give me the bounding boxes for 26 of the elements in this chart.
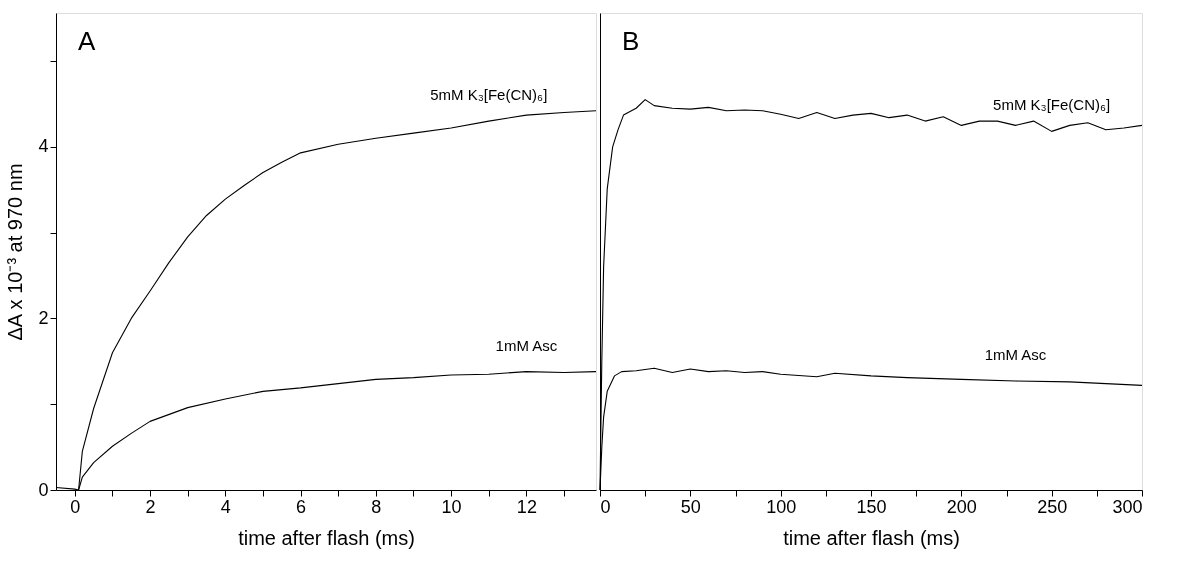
y-tick-label: 2 <box>38 307 49 328</box>
x-tick-label: 4 <box>220 496 231 517</box>
text: B <box>622 26 640 56</box>
y-axis-title: ΔA x 10⁻³ at 970 nm <box>4 163 27 341</box>
x-axis-title: time after flash (ms) <box>238 526 415 549</box>
x-axis-title: time after flash (ms) <box>783 526 960 549</box>
y-tick-label: 4 <box>38 136 49 157</box>
x-tick-label: 150 <box>856 496 887 517</box>
x-tick-label: 300 <box>1112 496 1143 517</box>
series-label: 5mM K₃[Fe(CN)₆] <box>430 86 548 104</box>
x-tick-label: 200 <box>946 496 977 517</box>
y-tick-label: 0 <box>38 479 49 500</box>
series-label: 1mM Asc <box>984 346 1047 364</box>
series-label: 5mM K₃[Fe(CN)₆] <box>993 96 1111 114</box>
x-tick-label: 100 <box>766 496 797 517</box>
x-tick-label: 8 <box>371 496 382 517</box>
x-tick-label: 50 <box>680 496 701 517</box>
x-tick-label: 6 <box>296 496 307 517</box>
x-tick-label: 0 <box>600 496 611 517</box>
x-tick-label: 2 <box>145 496 156 517</box>
x-tick-label: 10 <box>441 496 462 517</box>
text: A <box>78 26 96 56</box>
series-label: 1mM Asc <box>495 336 558 354</box>
x-tick-label: 250 <box>1037 496 1068 517</box>
x-tick-label: 0 <box>70 496 81 517</box>
x-tick-label: 12 <box>516 496 537 517</box>
